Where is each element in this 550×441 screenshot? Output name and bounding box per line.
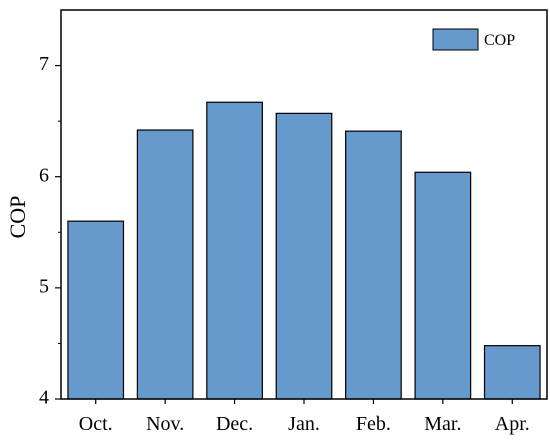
- y-tick-label: 7: [39, 53, 49, 75]
- x-tick-label: Feb.: [356, 413, 391, 435]
- x-tick-label: Jan.: [288, 413, 320, 435]
- y-axis-title: COP: [5, 196, 30, 239]
- bar-dec: [206, 101, 263, 400]
- x-tick-label: Apr.: [495, 413, 530, 435]
- y-tick-label: 5: [39, 275, 49, 297]
- legend: COP: [432, 28, 515, 51]
- x-ticks-layer: Oct. Nov. Dec. Jan. Feb. Mar. Apr.: [79, 399, 530, 435]
- plot-frame: [60, 9, 548, 400]
- y-tick-label: 4: [39, 387, 49, 409]
- x-tick-label: Nov.: [146, 413, 184, 435]
- bar-mar: [414, 171, 472, 400]
- bar-nov: [136, 129, 194, 400]
- legend-swatch: [432, 28, 479, 51]
- bar-oct: [67, 220, 125, 400]
- x-tick-label: Mar.: [424, 413, 461, 435]
- bar-feb: [345, 130, 402, 400]
- x-tick-label: Oct.: [79, 413, 113, 435]
- x-tick-label: Dec.: [216, 413, 253, 435]
- legend-label: COP: [484, 32, 515, 49]
- y-tick-label: 6: [39, 164, 49, 186]
- bar-apr: [483, 345, 541, 400]
- y-ticks-layer: 4 5 6 7: [39, 53, 61, 409]
- bar-jan: [275, 112, 333, 400]
- bars-layer: [67, 101, 541, 400]
